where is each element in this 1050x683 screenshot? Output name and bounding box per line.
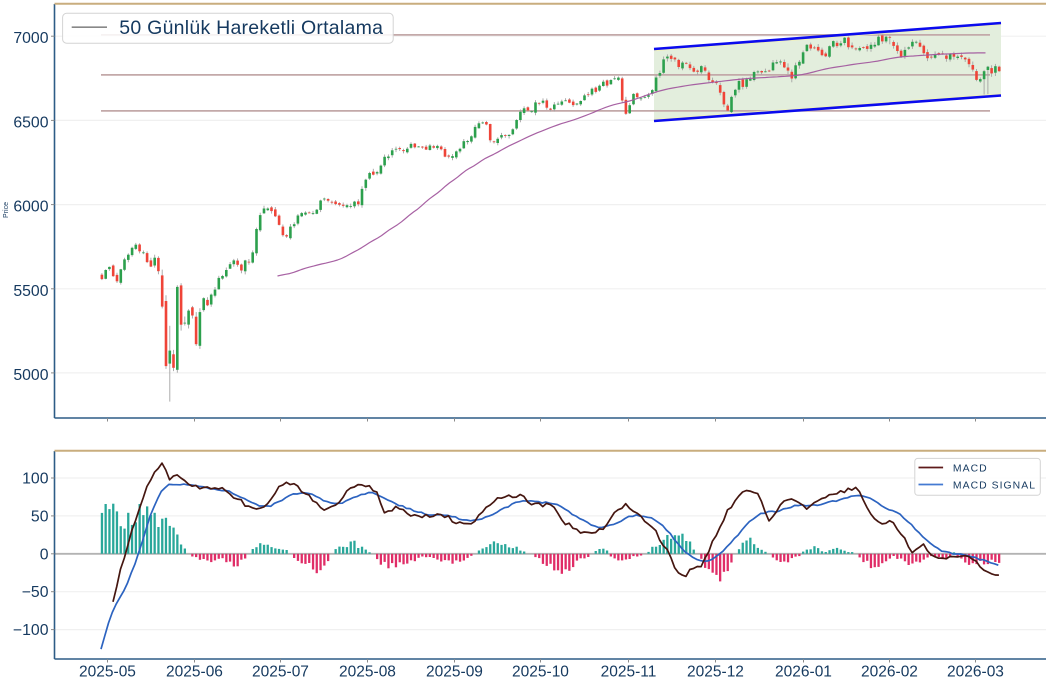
svg-text:2025-09: 2025-09 — [426, 664, 483, 681]
svg-text:−100: −100 — [13, 622, 49, 639]
svg-text:2025-11: 2025-11 — [601, 664, 657, 681]
svg-text:0: 0 — [40, 546, 49, 563]
svg-text:2025-05: 2025-05 — [79, 664, 136, 681]
svg-text:2026-03: 2026-03 — [947, 664, 1004, 681]
svg-text:MACD: MACD — [953, 463, 988, 474]
svg-text:6000: 6000 — [13, 199, 48, 216]
svg-text:2026-01: 2026-01 — [775, 664, 832, 681]
svg-text:6500: 6500 — [13, 114, 48, 131]
svg-text:2025-07: 2025-07 — [252, 664, 309, 681]
svg-text:2025-10: 2025-10 — [512, 664, 569, 681]
svg-text:2026-02: 2026-02 — [861, 664, 918, 681]
svg-text:MACD SIGNAL: MACD SIGNAL — [953, 480, 1036, 491]
svg-text:−50: −50 — [22, 584, 49, 601]
svg-text:5000: 5000 — [13, 367, 48, 384]
svg-text:50 Günlük Hareketli Ortalama: 50 Günlük Hareketli Ortalama — [119, 17, 383, 39]
svg-text:2025-06: 2025-06 — [166, 664, 223, 681]
svg-text:7000: 7000 — [13, 30, 48, 47]
svg-text:100: 100 — [22, 471, 49, 488]
svg-text:2025-08: 2025-08 — [339, 664, 396, 681]
svg-text:5500: 5500 — [13, 283, 48, 300]
svg-text:Price: Price — [3, 202, 10, 218]
svg-text:2025-12: 2025-12 — [687, 664, 744, 681]
svg-text:50: 50 — [31, 508, 49, 525]
